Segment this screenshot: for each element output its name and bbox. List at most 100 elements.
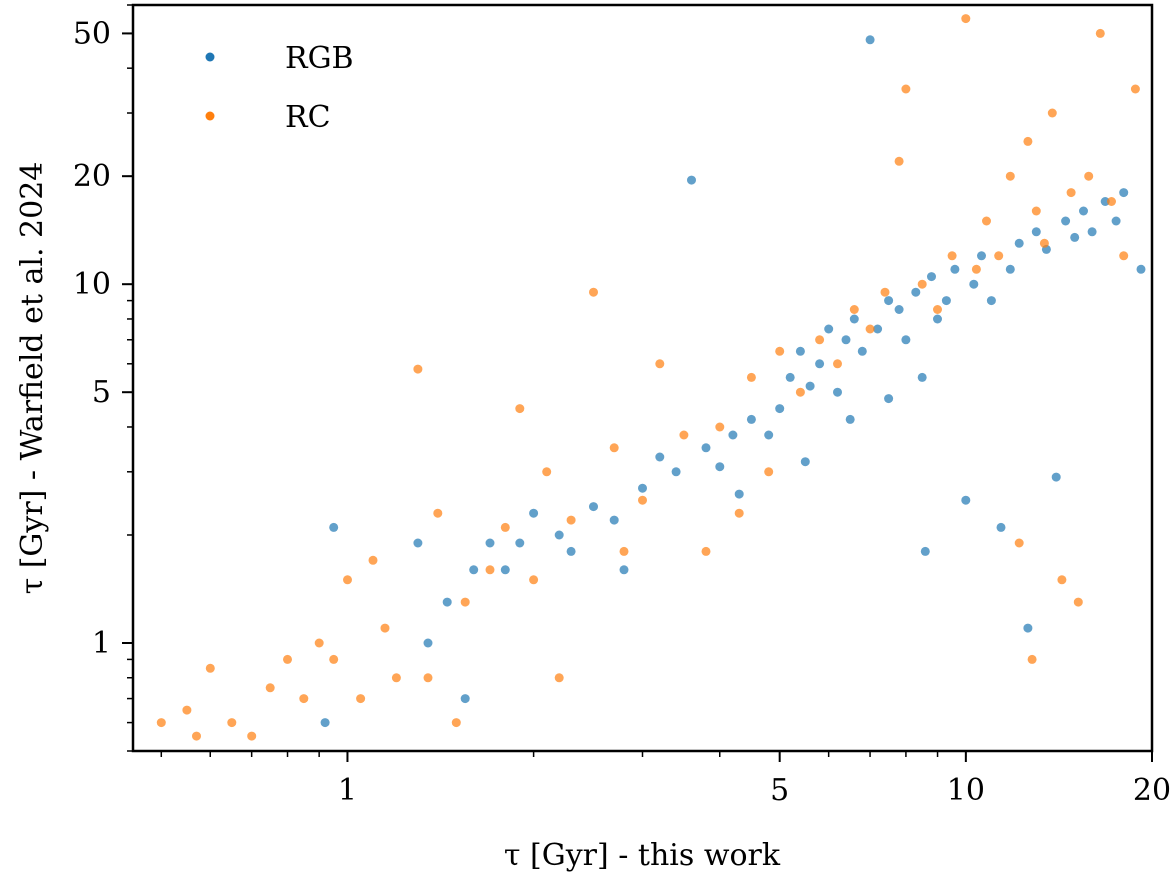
point-rgb-12: [566, 546, 576, 556]
point-rc-13: [368, 555, 378, 565]
point-rgb-58: [1070, 232, 1080, 242]
x-axis-label: τ [Gyr] - this work: [504, 838, 781, 873]
point-rc-15: [391, 673, 401, 683]
y-tick-label-4: 50: [73, 16, 111, 51]
point-rgb-3: [423, 638, 433, 648]
legend-marker-rgb: [205, 52, 215, 62]
point-rgb-63: [1119, 188, 1129, 198]
point-rgb-38: [894, 305, 904, 314]
point-rgb-20: [701, 443, 711, 453]
point-rc-61: [1057, 575, 1067, 585]
point-rgb-5: [460, 694, 470, 704]
point-rgb-60: [1087, 227, 1097, 237]
point-rc-57: [1023, 136, 1033, 146]
point-rc-24: [529, 575, 539, 585]
point-rc-17: [423, 673, 433, 683]
point-rc-11: [343, 575, 352, 585]
point-rgb-39: [901, 335, 911, 345]
point-rc-66: [1107, 197, 1116, 206]
point-rgb-30: [824, 324, 834, 334]
legend: RGB RC: [205, 41, 354, 135]
point-rc-58: [1031, 206, 1041, 216]
y-tick-label-0: 1: [92, 626, 111, 661]
point-rc-45: [880, 287, 890, 297]
point-rgb-41: [920, 546, 930, 556]
point-rgb-62: [1111, 216, 1121, 226]
point-rgb-37: [884, 296, 894, 306]
point-rgb-46: [961, 495, 971, 505]
point-rc-65: [1095, 28, 1105, 38]
point-rc-23: [515, 404, 525, 414]
point-rgb-13: [589, 502, 598, 512]
point-rc-3: [205, 663, 215, 673]
point-rc-19: [451, 718, 461, 728]
point-rc-47: [901, 84, 911, 94]
point-rgb-66: [800, 457, 810, 467]
point-rgb-59: [1079, 206, 1088, 216]
y-tick-label-1: 5: [92, 375, 111, 410]
point-rc-60: [1047, 108, 1057, 118]
point-rgb-26: [785, 372, 795, 382]
point-rgb-48: [977, 251, 986, 261]
point-rc-67: [1119, 251, 1129, 261]
point-rc-63: [1073, 597, 1083, 607]
point-rgb-23: [746, 414, 756, 424]
point-rgb-61: [1100, 197, 1110, 206]
point-rc-59: [1039, 238, 1049, 248]
point-rc-42: [833, 359, 842, 369]
y-axis-label: τ [Gyr] - Warfield et al. 2024: [15, 162, 50, 595]
point-rc-26: [554, 673, 564, 683]
point-rc-41: [815, 335, 825, 345]
point-rgb-68: [884, 394, 894, 404]
point-rc-18: [433, 508, 443, 518]
point-rgb-7: [485, 538, 495, 548]
point-rgb-10: [529, 508, 539, 518]
point-rc-22: [500, 522, 510, 532]
point-rgb-9: [515, 538, 525, 548]
point-rc-50: [947, 251, 957, 261]
point-rc-28: [589, 287, 598, 297]
point-rc-40: [795, 387, 805, 397]
point-rgb-31: [833, 387, 842, 397]
point-rgb-47: [969, 279, 979, 289]
point-rc-5: [247, 731, 257, 741]
point-rc-62: [1066, 188, 1076, 198]
point-rc-44: [865, 324, 875, 334]
point-rgb-32: [841, 335, 851, 345]
point-rgb-0: [320, 718, 330, 728]
point-rc-9: [314, 638, 324, 648]
point-rc-30: [619, 546, 629, 556]
point-rgb-51: [1005, 264, 1015, 274]
point-rc-56: [1014, 538, 1024, 548]
point-rc-29: [609, 443, 619, 453]
point-rc-25: [542, 467, 552, 477]
point-rc-54: [994, 251, 1004, 261]
point-rgb-65: [734, 489, 744, 499]
point-rc-7: [283, 654, 292, 664]
point-rgb-33: [849, 314, 859, 324]
point-rc-46: [894, 156, 904, 166]
point-rc-32: [655, 359, 665, 369]
point-rgb-43: [933, 314, 942, 324]
point-rgb-11: [554, 530, 564, 540]
point-rgb-52: [1014, 238, 1024, 248]
point-rgb-44: [941, 296, 951, 306]
point-rgb-21: [715, 462, 725, 472]
legend-marker-rc: [205, 111, 215, 121]
point-rgb-19: [687, 175, 696, 185]
point-rgb-1: [329, 522, 339, 532]
point-rc-4: [227, 718, 237, 728]
point-rc-21: [485, 565, 495, 575]
x-tick-label-1: 5: [770, 773, 789, 808]
point-rgb-69: [917, 372, 927, 382]
point-rc-12: [356, 694, 366, 704]
point-rgb-35: [865, 35, 875, 45]
x-tick-label-0: 1: [338, 773, 357, 808]
point-rc-14: [380, 623, 390, 633]
point-rgb-16: [638, 483, 647, 493]
point-rc-69: [1027, 654, 1037, 664]
point-rc-51: [961, 14, 971, 24]
point-rgb-53: [1023, 623, 1033, 633]
